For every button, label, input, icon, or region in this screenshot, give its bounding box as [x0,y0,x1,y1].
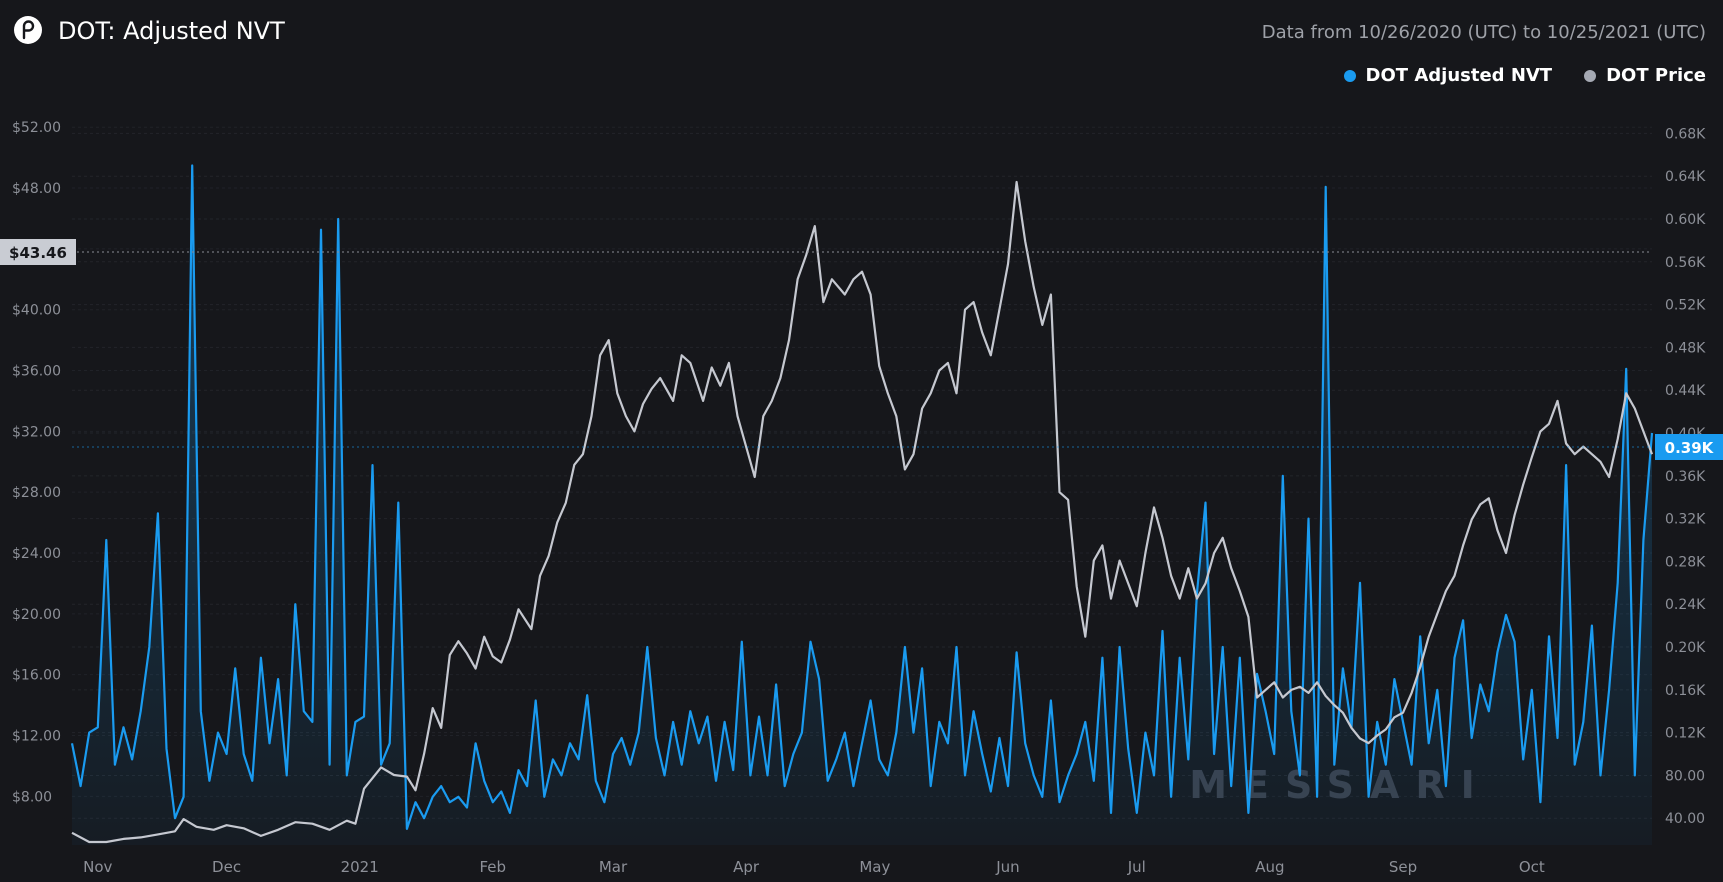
chart-title: DOT: Adjusted NVT [58,17,285,45]
legend-nvt-label: DOT Adjusted NVT [1365,65,1553,86]
x-tick-label: Feb [479,858,506,876]
crosshair-nvt-flag: 0.39K [1665,439,1715,457]
date-range-label: Data from 10/26/2020 (UTC) to 10/25/2021… [1261,22,1706,43]
right-tick-label: 80.00 [1665,768,1705,784]
crosshair-price-flag-bg [0,239,76,265]
right-tick-label: 0.44K [1665,383,1706,399]
right-tick-label: 0.60K [1665,212,1706,228]
series-layer [70,164,1654,845]
left-tick-label: $20.00 [12,607,61,623]
right-tick-label: 0.64K [1665,169,1706,185]
x-tick-label: Jul [1127,858,1146,876]
left-tick-label: $32.00 [12,424,61,440]
x-tick-label: Jun [995,858,1019,876]
right-tick-label: 0.36K [1665,469,1706,485]
right-tick-label: 0.56K [1665,255,1706,271]
x-tick-label: Mar [599,858,628,876]
right-tick-label: 0.16K [1665,683,1706,699]
x-tick-label: Sep [1389,858,1417,876]
legend-item-adjusted-nvt[interactable]: DOT Adjusted NVT [1343,65,1553,86]
left-tick-label: $12.00 [12,729,61,745]
x-axis-ticks: Nov Dec 2021 Feb Mar Apr May Jun Jul Aug Sep Oct [83,858,1545,876]
right-tick-label: 40.00 [1665,811,1705,827]
legend-price-label: DOT Price [1606,65,1706,86]
right-tick-label: 0.24K [1665,597,1706,613]
polkadot-p-glyph [22,20,35,40]
left-tick-label: $16.00 [12,668,61,684]
left-tick-label: $8.00 [12,789,52,805]
legend-nvt-dot-icon [1343,69,1356,82]
x-tick-label: 2021 [341,858,379,876]
left-tick-label: $24.00 [12,546,61,562]
right-tick-label: 0.20K [1665,640,1706,656]
legend: DOT Adjusted NVT DOT Price [1343,65,1706,86]
right-axis-ticks: 40.00 80.00 0.12K 0.16K 0.20K 0.24K 0.28K 0.32K… [1665,126,1706,827]
right-tick-label: 0.48K [1665,340,1706,356]
x-tick-label: Oct [1519,858,1545,876]
right-tick-label: 0.32K [1665,512,1706,528]
right-tick-label: 0.28K [1665,554,1706,570]
left-tick-label: $52.00 [12,120,61,136]
left-tick-label: $48.00 [12,181,61,197]
series-line-dot-price [71,180,1654,844]
x-tick-label: Apr [733,858,760,876]
legend-price-dot-icon [1584,69,1597,82]
left-tick-label: $36.00 [12,364,61,380]
x-tick-label: Aug [1255,858,1284,876]
crosshair-nvt-flag-bg [1655,434,1723,460]
right-tick-label: 0.68K [1665,126,1706,142]
crosshair-price-flag: $43.46 [9,244,67,262]
x-tick-label: Nov [83,858,112,876]
left-tick-label: $40.00 [12,303,61,319]
x-tick-label: Dec [212,858,241,876]
series-line-adjusted-nvt [70,164,1654,830]
left-axis-ticks: $8.00 $12.00 $16.00 $20.00 $24.00 $28.00 $32.0… [12,120,61,805]
right-tick-label: 0.52K [1665,298,1706,314]
crosshair-layer: $43.46 0.39K [0,239,1723,460]
left-tick-label: $28.00 [12,485,61,501]
legend-item-dot-price[interactable]: DOT Price [1584,65,1706,86]
x-tick-label: May [859,858,890,876]
right-tick-label: 0.12K [1665,726,1706,742]
polkadot-logo-icon [14,16,42,44]
